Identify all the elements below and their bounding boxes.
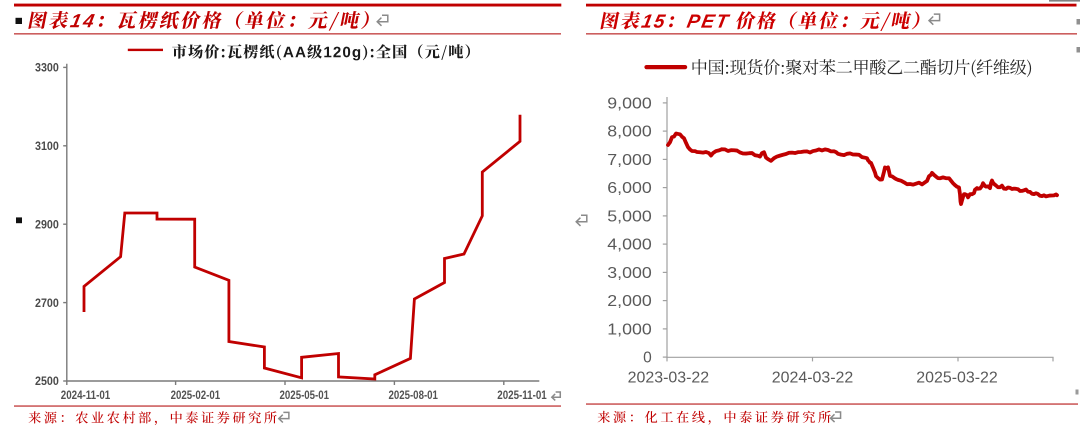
svg-text:2024-03-22: 2024-03-22 (772, 370, 854, 387)
svg-text:2025-03-22: 2025-03-22 (916, 370, 998, 387)
svg-text:3300: 3300 (35, 62, 59, 75)
svg-text:9,000: 9,000 (607, 95, 652, 112)
svg-text:2025-11-01: 2025-11-01 (497, 389, 547, 402)
svg-text:5,000: 5,000 (607, 208, 652, 225)
svg-text:3,000: 3,000 (607, 265, 652, 282)
svg-text:3100: 3100 (35, 140, 59, 153)
svg-text:2900: 2900 (35, 218, 59, 231)
svg-text:2025-05-01: 2025-05-01 (280, 389, 330, 402)
svg-text:0: 0 (643, 350, 652, 367)
svg-text:2023-03-22: 2023-03-22 (628, 370, 710, 387)
svg-text:2024-11-01: 2024-11-01 (61, 389, 111, 402)
svg-text:8,000: 8,000 (607, 124, 652, 141)
svg-text:7,000: 7,000 (607, 152, 652, 169)
svg-text:2700: 2700 (35, 297, 59, 310)
svg-text:1,000: 1,000 (607, 321, 652, 338)
svg-text:4,000: 4,000 (607, 237, 652, 254)
svg-text:2500: 2500 (35, 375, 59, 388)
svg-text:6,000: 6,000 (607, 180, 652, 197)
svg-text:2025-02-01: 2025-02-01 (171, 389, 221, 402)
svg-text:2,000: 2,000 (607, 293, 652, 310)
svg-text:2025-08-01: 2025-08-01 (388, 389, 438, 402)
